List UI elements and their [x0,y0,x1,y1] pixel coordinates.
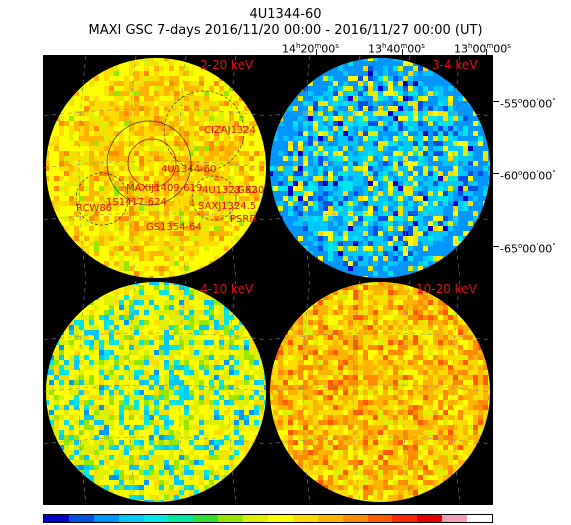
color-scale-swatch [68,515,94,522]
panel-label-10-20kev: 10-20 keV [416,282,478,296]
chart-subtitle: MAXI GSC 7-days 2016/11/20 00:00 - 2016/… [88,23,483,38]
panel-label-4-10kev: 4-10 keV [200,282,254,296]
dec-tick-label: -60o00'00" [500,169,556,183]
color-scale-swatch [317,515,343,522]
dec-grid-line [44,212,269,221]
dec-grid-line [267,384,492,393]
color-scale-swatch [218,515,244,522]
ra-tick [402,49,403,55]
dec-grid-line [267,160,492,169]
color-scale-swatch [392,515,418,522]
ra-grid-line [302,56,311,281]
source-region-circle [191,175,237,221]
dec-grid-line [267,212,492,221]
ra-tick [316,49,317,55]
dec-tick-label: -65o00'00" [500,242,556,256]
color-scale-swatch [168,515,194,522]
source-label: SAXJ1324.5 [198,201,256,212]
dec-tick [492,246,499,247]
ra-tick [486,49,487,55]
dec-grid-line [44,108,269,117]
ra-grid-line [128,279,137,504]
panel-label-3-4kev: 3-4 keV [432,58,478,72]
sky-map-panel [270,58,490,278]
source-label: GX30 [237,185,264,196]
color-scale-swatch [367,515,393,522]
dec-tick [492,173,499,174]
dec-grid-line [44,160,269,169]
color-scale-swatch [243,515,269,522]
dec-grid-line [267,332,492,341]
color-scale-swatch [342,515,368,522]
color-scale-swatch [417,515,443,522]
ra-grid-line [228,279,237,504]
source-label: RCW86 [76,203,112,214]
source-regions [75,90,245,226]
dec-grid-line [44,384,269,393]
dec-tick-label: -55o00'00" [500,97,556,111]
ra-grid-line [128,56,137,281]
color-scale-swatch [467,515,493,522]
ra-grid-line [452,279,461,504]
source-label: GS1354-64 [146,222,202,233]
dec-grid-line [44,332,269,341]
color-scale-swatch [193,515,219,522]
ra-tick-label: 13h00m00s [454,42,511,56]
source-label: MAXIJ1409-619 [126,183,202,194]
dec-grid-line [44,436,269,445]
ra-tick-label: 14h20m00s [282,42,339,56]
color-scale-swatch [442,515,468,522]
coordinate-grid [44,56,492,504]
color-scale-swatch [118,515,144,522]
ra-grid-line [178,279,187,504]
ra-grid-line [352,56,361,281]
source-label: 4U1344-60 [161,164,216,175]
source-region-circle [127,138,177,188]
ra-tick-label: 13h40m00s [368,42,425,56]
ra-grid-line [78,279,87,504]
source-label: PSRB [230,214,256,225]
sky-maps: 2-20 keV 3-4 keV 4-10 keV 10-20 keV CIZA… [44,56,492,504]
color-scale-swatch [44,515,69,522]
color-scale-bar [43,514,493,523]
ra-grid-line [302,279,311,504]
sky-map-panel [46,58,266,278]
source-region-circle [75,172,129,226]
sky-map-grid: 2-20 keV 3-4 keV 4-10 keV 10-20 keV CIZA… [43,55,493,505]
color-scale-swatch [143,515,169,522]
dec-grid-line [267,436,492,445]
ra-grid-line [402,56,411,281]
sky-map-panel [46,282,266,502]
color-scale-swatch [268,515,293,522]
source-label: CIZAJ1324 [204,125,256,136]
source-region-circle [106,120,192,206]
ra-grid-line [228,56,237,281]
panel-label-2-20kev: 2-20 keV [200,58,254,72]
ra-grid-line [402,279,411,504]
color-scale-swatch [93,515,119,522]
chart-title: 4U1344-60 [249,7,322,22]
dec-grid-line [267,108,492,117]
dec-tick [492,101,499,102]
color-scale-swatch [292,515,318,522]
ra-grid-line [178,56,187,281]
ra-grid-line [352,279,361,504]
source-region-circle [163,90,245,172]
source-label: 1S1417-624 [106,197,167,208]
ra-grid-line [452,56,461,281]
ra-grid-line [78,56,87,281]
source-label: 4U1323-62 [202,185,257,196]
